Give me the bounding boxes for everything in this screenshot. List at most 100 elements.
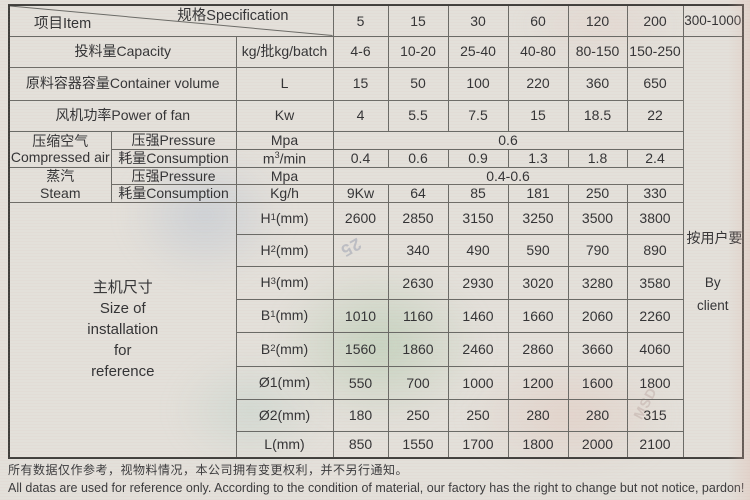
- spec-header-label: 规格Specification: [177, 8, 289, 24]
- cell: 85: [447, 183, 509, 203]
- cell: 2000: [567, 430, 628, 459]
- cell: 3250: [507, 201, 569, 235]
- cell: 18.5: [567, 99, 628, 132]
- dim-label-part: (mm): [272, 435, 305, 452]
- spec-col-header: 200: [626, 4, 684, 37]
- cell: 9Kw: [332, 183, 389, 203]
- dim-label-part: (mm): [277, 374, 311, 391]
- air-pressure-label: 压强Pressure: [110, 130, 237, 150]
- dim-row-h1: 主机尺寸 Size of installation for reference …: [8, 201, 743, 459]
- spec-col-header: 60: [507, 4, 569, 37]
- cell: 40-80: [507, 35, 569, 68]
- specification-table: 项目Item 规格Specification 5 15 30 60 120 20…: [8, 4, 744, 460]
- cell: 250: [387, 398, 449, 432]
- dim-label: Ø1(mm): [235, 365, 334, 400]
- container-volume-label: 原料容器容量Container volume: [8, 66, 237, 101]
- cell: 1660: [507, 298, 569, 333]
- cell: 3280: [567, 265, 628, 300]
- dim-label-part: H: [260, 274, 271, 291]
- capacity-label: 投料量Capacity: [8, 35, 237, 68]
- cell: 7.5: [447, 99, 509, 132]
- dim-label-part: (mm): [275, 340, 309, 357]
- dim-label-part: B: [260, 340, 271, 357]
- cell: 340: [387, 233, 449, 267]
- cell: 1700: [447, 430, 509, 459]
- compressed-air-group-label: 压缩空气 Compressed air: [8, 130, 112, 168]
- cell: 15: [507, 99, 569, 132]
- dim-label-part: (mm): [275, 241, 309, 258]
- cell: 280: [507, 398, 569, 432]
- capacity-unit: kg/批kg/batch: [235, 35, 334, 68]
- cell: 280: [567, 398, 628, 432]
- cell: 3500: [567, 201, 628, 235]
- fan-power-unit: Kw: [235, 99, 334, 132]
- dim-label: H1(mm): [235, 201, 334, 235]
- header-diagonal-cell: 项目Item 规格Specification: [8, 4, 334, 37]
- dim-row-h2: H2(mm) 340 490 590 790 890: [9, 233, 743, 267]
- air-pressure-unit: Mpa: [235, 130, 334, 150]
- by-client-en-2: client: [696, 297, 729, 313]
- cell: 250: [447, 398, 509, 432]
- cell: 2930: [447, 265, 509, 300]
- compressed-air-en: Compressed air: [10, 149, 110, 165]
- air-pressure-row: 压缩空气 Compressed air 压强Pressure Mpa 0.6: [8, 130, 743, 168]
- cell: [332, 233, 389, 267]
- steam-group-label: 蒸汽 Steam: [8, 166, 112, 203]
- cell: 330: [626, 183, 684, 203]
- dim-label-part: Ø2: [258, 406, 278, 423]
- dim-label-part: (mm): [275, 209, 309, 226]
- custom-range-header: 300-1000: [682, 4, 744, 37]
- cell: 4060: [626, 331, 684, 367]
- cell: 2.4: [626, 148, 684, 168]
- cell: 550: [332, 365, 389, 400]
- container-volume-row: 原料容器容量Container volume L 15 50 100 220 3…: [8, 66, 743, 101]
- cell: 150-250: [626, 35, 684, 68]
- cell: 1550: [387, 430, 449, 459]
- dim-label: B1(mm): [235, 298, 334, 333]
- dim-label-sub: 1: [270, 211, 276, 223]
- by-client-cn: 按用户要求设计: [686, 230, 743, 247]
- dim-row-h3: H3(mm) 2630 2930 3020 3280 3580: [9, 265, 743, 300]
- cell: 1460: [447, 298, 509, 333]
- size-label-line: reference: [91, 363, 155, 381]
- cell: 1860: [387, 331, 449, 367]
- cell: 25-40: [447, 35, 509, 68]
- cell: 0.9: [447, 148, 509, 168]
- dim-label-part: (mm): [275, 274, 309, 291]
- cell: 80-150: [567, 35, 628, 68]
- steam-cn: 蒸汽: [46, 168, 75, 185]
- spec-col-header: 120: [567, 4, 628, 37]
- cell: 0.6: [387, 148, 449, 168]
- size-of-installation-cell: 主机尺寸 Size of installation for reference: [8, 201, 237, 459]
- cell: 10-20: [387, 35, 449, 68]
- dim-label: Ø2(mm): [235, 398, 334, 432]
- size-label-line: Size of: [99, 300, 146, 318]
- dim-row-b1: B1(mm) 1010 1160 1460 1660 2060 2260: [9, 298, 743, 333]
- item-header-label: 项目Item: [34, 15, 92, 32]
- cell: 1600: [567, 365, 628, 400]
- size-label-line: 主机尺寸: [92, 279, 153, 297]
- dim-label-part: (mm): [275, 307, 309, 324]
- cell: 3580: [626, 265, 684, 300]
- dim-label: L(mm): [235, 430, 334, 459]
- cell: 1.8: [567, 148, 628, 168]
- fan-power-label: 风机功率Power of fan: [8, 99, 237, 132]
- cell: 1800: [507, 430, 569, 459]
- footer-disclaimer: 所有数据仅作参考，视物料情况，本公司拥有变更权利，并不另行通知。 All dat…: [8, 461, 744, 495]
- cell: 22: [626, 99, 684, 132]
- size-label-line: installation: [87, 321, 159, 339]
- cell: 3660: [567, 331, 628, 367]
- spec-col-header: 30: [447, 4, 509, 37]
- cell: 2600: [332, 201, 389, 235]
- steam-consumption-row: 耗量Consumption Kg/h 9Kw 64 85 181 250 330: [9, 183, 743, 203]
- cell: 1000: [447, 365, 509, 400]
- cell: 1800: [626, 365, 684, 400]
- cell: 2100: [626, 430, 684, 459]
- steam-pressure-label: 压强Pressure: [110, 166, 237, 185]
- dim-label-part: (mm): [277, 406, 311, 423]
- size-label-line: for: [113, 342, 132, 360]
- cell: 490: [447, 233, 509, 267]
- steam-pressure-value: 0.4-0.6: [332, 166, 684, 185]
- spec-col-header: 5: [332, 4, 389, 37]
- dim-row-d1: Ø1(mm) 550 700 1000 1200 1600 1800: [9, 365, 743, 400]
